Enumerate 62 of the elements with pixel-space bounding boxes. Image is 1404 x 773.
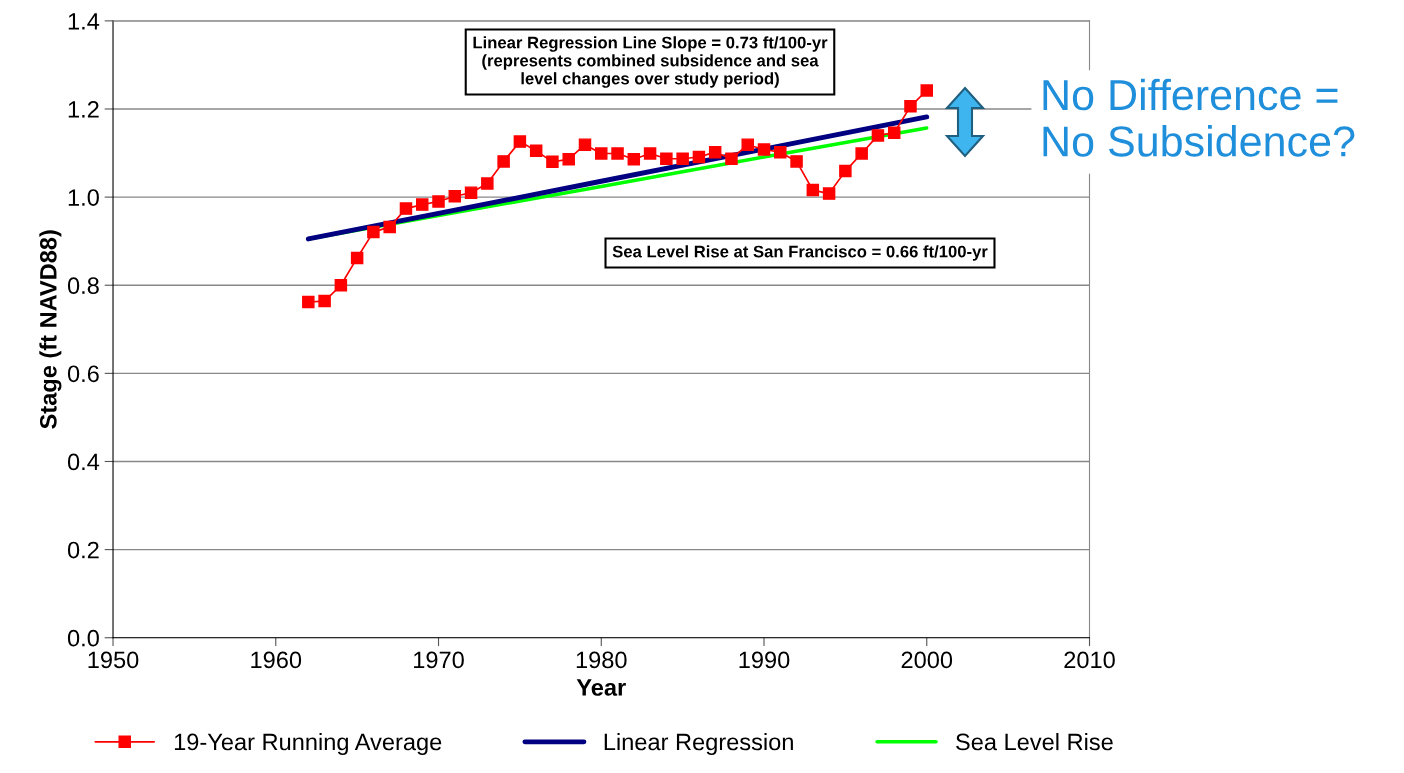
point (790, 155, 803, 168)
point (464, 186, 478, 199)
y-tick-label: 0.6 (67, 365, 99, 383)
y-tick-label: 0.0 (67, 629, 99, 647)
point (448, 189, 462, 203)
point (595, 147, 608, 160)
point (660, 152, 673, 166)
x-tick-label: 1960 (251, 651, 302, 669)
point (643, 147, 657, 160)
y-tick-label: 0.4 (67, 453, 100, 471)
x-tick-label: 1990 (739, 651, 790, 669)
point (855, 147, 868, 160)
point (415, 198, 429, 211)
y-tick-label: 1.4 (68, 13, 100, 30)
point (481, 177, 494, 190)
point (725, 152, 738, 166)
point (318, 294, 331, 308)
legend-label: Linear Regression (604, 733, 793, 756)
point (692, 150, 706, 164)
legend-label: Sea Level Rise (956, 733, 1113, 751)
x-tick-label: 2010 (1064, 651, 1115, 669)
point (497, 155, 510, 168)
point (302, 295, 315, 309)
point (578, 138, 592, 151)
annotation: Linear Regression Line Slope = 0.73 ft/100-yr (represents combined subsidence and sea level changes over study period) (473, 36, 828, 88)
point (513, 135, 527, 148)
point (350, 251, 364, 265)
point (432, 195, 445, 208)
point (822, 187, 836, 200)
point (708, 145, 722, 159)
point (399, 202, 413, 215)
point (627, 152, 641, 166)
point (529, 144, 543, 158)
point (562, 152, 575, 166)
x-tick-label: 2000 (901, 651, 953, 669)
point (334, 278, 348, 292)
point (367, 225, 380, 239)
x-axis-title: Year (576, 679, 626, 696)
point (904, 100, 917, 113)
point (806, 183, 820, 197)
point (920, 84, 934, 97)
legend-label: 19-Year Running Average (174, 733, 442, 756)
point (839, 164, 852, 178)
point (871, 129, 885, 142)
y-tick-label: 1.0 (68, 189, 99, 206)
x-tick-label: 1980 (576, 651, 627, 669)
point (887, 126, 901, 140)
point (611, 147, 624, 160)
point (546, 155, 559, 169)
annotation: No Difference = No Subsidence? (1043, 78, 1355, 157)
x-tick-label: 1970 (414, 651, 464, 669)
y-axis-title: Stage (ft NAVD88) (39, 230, 62, 429)
point (383, 220, 396, 234)
point (774, 145, 787, 159)
y-tick-label: 0.8 (67, 277, 99, 295)
y-tick-label: 0.2 (67, 541, 99, 559)
point (757, 143, 771, 156)
point (676, 152, 689, 166)
point (741, 138, 754, 151)
annotation: Sea Level Rise at San Francisco = 0.66 ft/100-yr (612, 245, 988, 261)
x-tick-label: 1950 (88, 651, 139, 669)
y-tick-label: 1.2 (68, 101, 99, 118)
